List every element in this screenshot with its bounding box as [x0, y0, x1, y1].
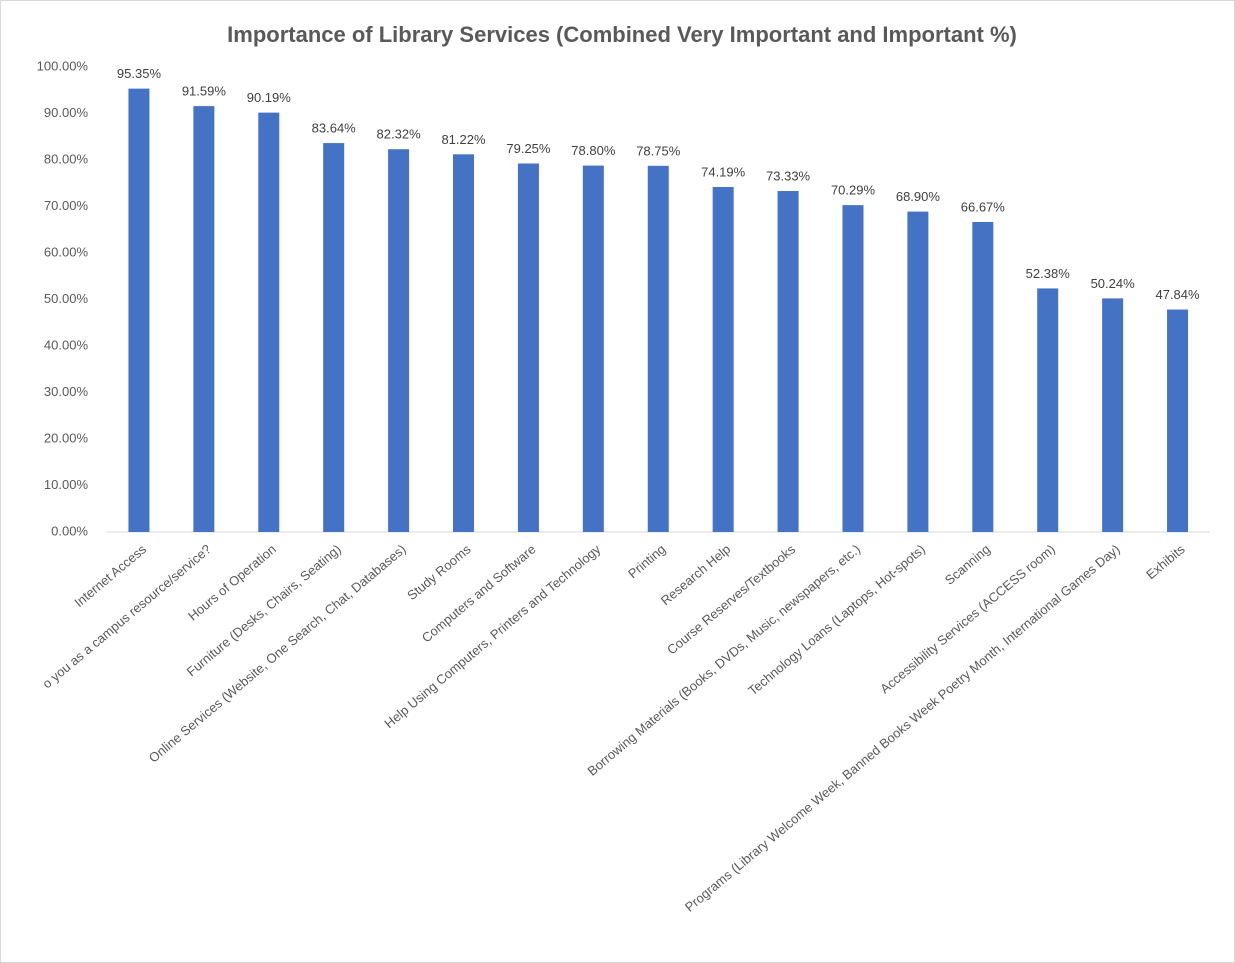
bar	[388, 149, 410, 532]
bar	[128, 88, 150, 532]
y-tick-label: 70.00%	[44, 198, 89, 213]
bar	[582, 165, 604, 532]
value-label: 52.38%	[1026, 266, 1071, 281]
y-tick-label: 60.00%	[44, 244, 89, 259]
bar	[712, 187, 734, 533]
bar	[517, 163, 539, 533]
bar	[1102, 298, 1124, 532]
value-label: 50.24%	[1091, 276, 1136, 291]
bar	[972, 221, 994, 532]
value-label: 68.90%	[896, 189, 941, 204]
value-label: 78.75%	[636, 143, 681, 158]
y-tick-label: 10.00%	[44, 477, 89, 492]
bar	[193, 106, 215, 532]
bar	[647, 165, 669, 532]
y-tick-label: 90.00%	[44, 105, 89, 120]
value-label: 90.19%	[247, 90, 292, 105]
value-label: 73.33%	[766, 168, 811, 183]
chart-title: Importance of Library Services (Combined…	[227, 22, 1017, 47]
bar	[323, 143, 345, 532]
y-tick-label: 20.00%	[44, 430, 89, 445]
value-label: 47.84%	[1155, 287, 1200, 302]
value-label: 82.32%	[377, 127, 422, 142]
y-tick-label: 50.00%	[44, 291, 89, 306]
y-tick-label: 40.00%	[44, 337, 89, 352]
bar	[842, 205, 864, 533]
value-label: 91.59%	[182, 84, 227, 99]
y-tick-label: 100.00%	[37, 58, 89, 73]
value-label: 70.29%	[831, 183, 876, 198]
bar	[1167, 309, 1189, 532]
value-label: 95.35%	[117, 66, 162, 81]
value-label: 81.22%	[441, 132, 486, 147]
bar	[258, 112, 280, 532]
value-label: 66.67%	[961, 199, 1006, 214]
bar	[777, 191, 799, 532]
y-tick-label: 30.00%	[44, 384, 89, 399]
bar	[453, 154, 475, 532]
value-label: 74.19%	[701, 164, 746, 179]
value-label: 83.64%	[312, 121, 357, 136]
bar	[1037, 288, 1059, 532]
y-tick-label: 0.00%	[51, 523, 88, 538]
bar	[907, 211, 929, 533]
y-tick-label: 80.00%	[44, 151, 89, 166]
value-label: 79.25%	[506, 141, 551, 156]
value-label: 78.80%	[571, 143, 616, 158]
